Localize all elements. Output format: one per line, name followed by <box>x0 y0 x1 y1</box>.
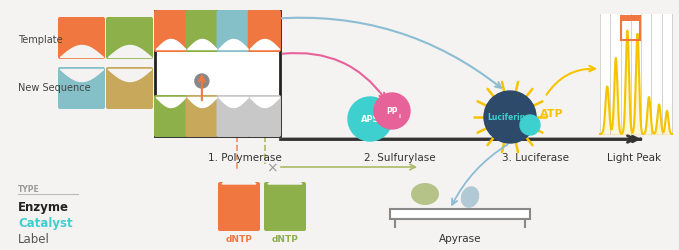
FancyBboxPatch shape <box>248 96 281 138</box>
Text: ATP: ATP <box>540 108 564 118</box>
FancyBboxPatch shape <box>185 96 219 138</box>
FancyBboxPatch shape <box>58 18 105 60</box>
FancyBboxPatch shape <box>217 11 250 53</box>
Text: APS: APS <box>361 115 380 124</box>
FancyBboxPatch shape <box>154 96 187 138</box>
Bar <box>621 17 640 41</box>
Text: TYPE: TYPE <box>18 184 40 193</box>
Polygon shape <box>222 170 256 184</box>
Text: Light Peak: Light Peak <box>607 152 661 162</box>
Text: New Sequence: New Sequence <box>18 83 90 93</box>
FancyBboxPatch shape <box>106 18 153 60</box>
FancyBboxPatch shape <box>185 11 219 53</box>
Text: dNTP: dNTP <box>225 234 253 243</box>
Text: 3. Luciferase: 3. Luciferase <box>502 152 568 162</box>
Circle shape <box>195 75 209 89</box>
Text: 2. Sulfurylase: 2. Sulfurylase <box>364 152 436 162</box>
Circle shape <box>484 92 536 144</box>
Text: i: i <box>398 114 400 119</box>
FancyBboxPatch shape <box>58 68 105 110</box>
FancyBboxPatch shape <box>217 96 250 138</box>
Circle shape <box>348 98 392 142</box>
Text: Template: Template <box>18 35 62 45</box>
Text: Catalyst: Catalyst <box>18 216 73 229</box>
FancyBboxPatch shape <box>154 11 187 53</box>
FancyBboxPatch shape <box>248 11 281 53</box>
Text: 1. Polymerase: 1. Polymerase <box>208 152 282 162</box>
Text: Luciferin: Luciferin <box>487 113 525 122</box>
FancyBboxPatch shape <box>106 68 153 110</box>
Text: PP: PP <box>386 107 398 116</box>
FancyBboxPatch shape <box>155 12 280 136</box>
Circle shape <box>520 116 540 136</box>
Bar <box>621 17 640 22</box>
Ellipse shape <box>411 183 439 205</box>
Bar <box>600 15 672 134</box>
Text: Enzyme: Enzyme <box>18 200 69 213</box>
FancyBboxPatch shape <box>218 182 260 231</box>
Text: ×: × <box>266 160 278 174</box>
Circle shape <box>374 94 410 130</box>
Text: Label: Label <box>18 232 50 245</box>
Polygon shape <box>268 170 302 184</box>
Text: dNTP: dNTP <box>272 234 299 243</box>
FancyBboxPatch shape <box>264 182 306 231</box>
Bar <box>390 209 530 219</box>
Ellipse shape <box>461 186 479 208</box>
Text: Apyrase: Apyrase <box>439 233 481 243</box>
